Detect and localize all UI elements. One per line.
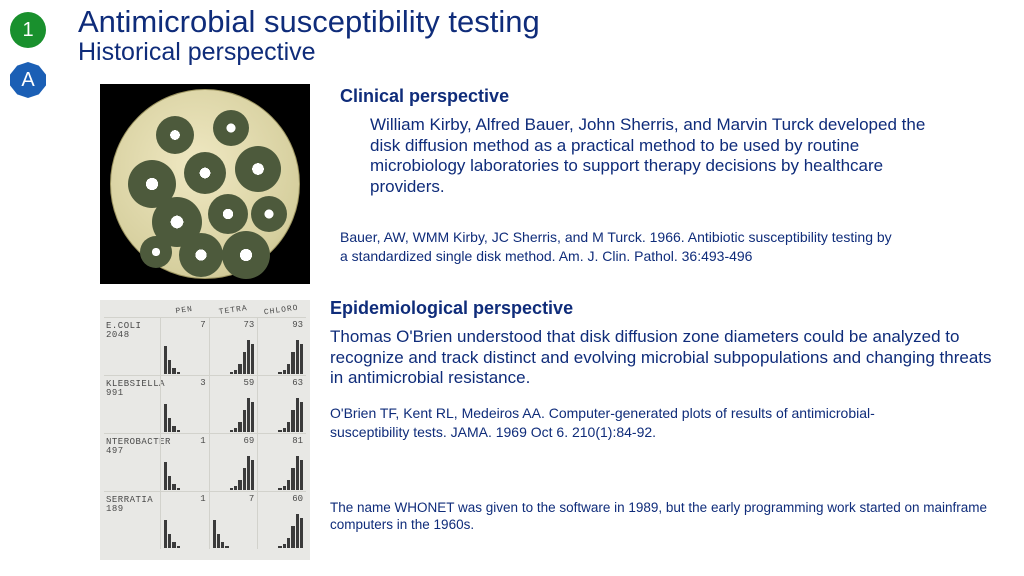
histogram-row: E.COLI2048 7 73 93 [104,317,306,375]
organism-label: NTEROBACTER497 [104,434,160,456]
inhibition-zone [213,110,249,146]
histogram-row: NTEROBACTER497 1 69 81 [104,433,306,491]
histogram-bars [213,512,255,548]
histogram-value: 59 [244,378,255,388]
epi-paragraph: Thomas O'Brien understood that disk diff… [330,327,1000,389]
histogram-sheet: PENTETRACHLOROE.COLI204877393KLEBSIELLA9… [100,300,310,560]
histogram-drug-label: PEN [160,303,209,319]
histogram-bars [213,396,255,432]
histogram-bars [164,338,206,374]
clinical-citation: Bauer, AW, WMM Kirby, JC Sherris, and M … [340,228,900,266]
histogram-cell: 7 [209,492,258,549]
histogram-cell: 69 [209,434,258,491]
inhibition-zone [179,233,223,277]
badge-letter: A [10,62,46,98]
histogram-bars [261,396,303,432]
histogram-bars [261,512,303,548]
histogram-value: 7 [200,320,205,330]
histogram-bars [164,396,206,432]
histogram-bars [261,454,303,490]
inhibition-zone [251,196,287,232]
histogram-cell: 1 [160,492,209,549]
inhibition-zone [222,231,270,279]
inhibition-zone [140,236,172,268]
inhibition-zone [184,152,226,194]
histogram-value: 81 [292,436,303,446]
histogram-bars [213,338,255,374]
histogram-cell: 73 [209,318,258,375]
histogram-bars [164,512,206,548]
histogram-header: PENTETRACHLORO [104,306,306,315]
histogram-cell: 81 [257,434,306,491]
slide-title-group: Antimicrobial susceptibility testing His… [78,6,540,65]
histogram-value: 60 [292,494,303,504]
histogram-cell: 60 [257,492,306,549]
inhibition-zone [235,146,281,192]
inhibition-zone [208,194,248,234]
histogram-cell: 1 [160,434,209,491]
histogram-bars [164,454,206,490]
histogram-cell: 7 [160,318,209,375]
histogram-bars [261,338,303,374]
histogram-value: 1 [200,436,205,446]
histogram-row: SERRATIA189 1 7 60 [104,491,306,549]
histogram-bars [213,454,255,490]
slide-badges: 1 A [10,12,46,98]
petri-dish [110,89,300,279]
clinical-heading: Clinical perspective [340,86,980,107]
inhibition-zone [156,116,194,154]
histogram-drug-label: TETRA [208,303,257,319]
histogram-row: KLEBSIELLA991 3 59 63 [104,375,306,433]
histogram-value: 93 [292,320,303,330]
clinical-section: Clinical perspective William Kirby, Alfr… [340,86,980,198]
footer-note: The name WHONET was given to the softwar… [330,500,1000,534]
organism-label: E.COLI2048 [104,318,160,340]
histogram-drug-label: CHLORO [257,303,306,319]
histogram-cell: 3 [160,376,209,433]
histogram-value: 7 [249,494,254,504]
histogram-value: 69 [244,436,255,446]
histogram-value: 63 [292,378,303,388]
epi-section: Epidemiological perspective Thomas O'Bri… [330,298,1010,389]
histogram-cell: 63 [257,376,306,433]
histogram-value: 73 [244,320,255,330]
organism-label: SERRATIA189 [104,492,160,514]
histogram-cell: 59 [209,376,258,433]
histogram-value: 3 [200,378,205,388]
slide-title: Antimicrobial susceptibility testing [78,6,540,39]
petri-dish-image [100,84,310,284]
histogram-cell: 93 [257,318,306,375]
histogram-value: 1 [200,494,205,504]
organism-label: KLEBSIELLA991 [104,376,160,398]
epi-citation: O'Brien TF, Kent RL, Medeiros AA. Comput… [330,404,950,442]
epi-heading: Epidemiological perspective [330,298,1010,319]
badge-number: 1 [10,12,46,48]
clinical-paragraph: William Kirby, Alfred Bauer, John Sherri… [370,115,930,198]
slide-subtitle: Historical perspective [78,39,540,65]
